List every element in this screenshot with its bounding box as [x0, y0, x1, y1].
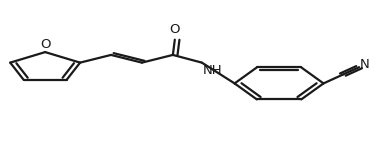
Text: N: N	[360, 58, 370, 71]
Text: O: O	[170, 23, 180, 36]
Text: NH: NH	[203, 64, 222, 77]
Text: O: O	[40, 38, 50, 51]
